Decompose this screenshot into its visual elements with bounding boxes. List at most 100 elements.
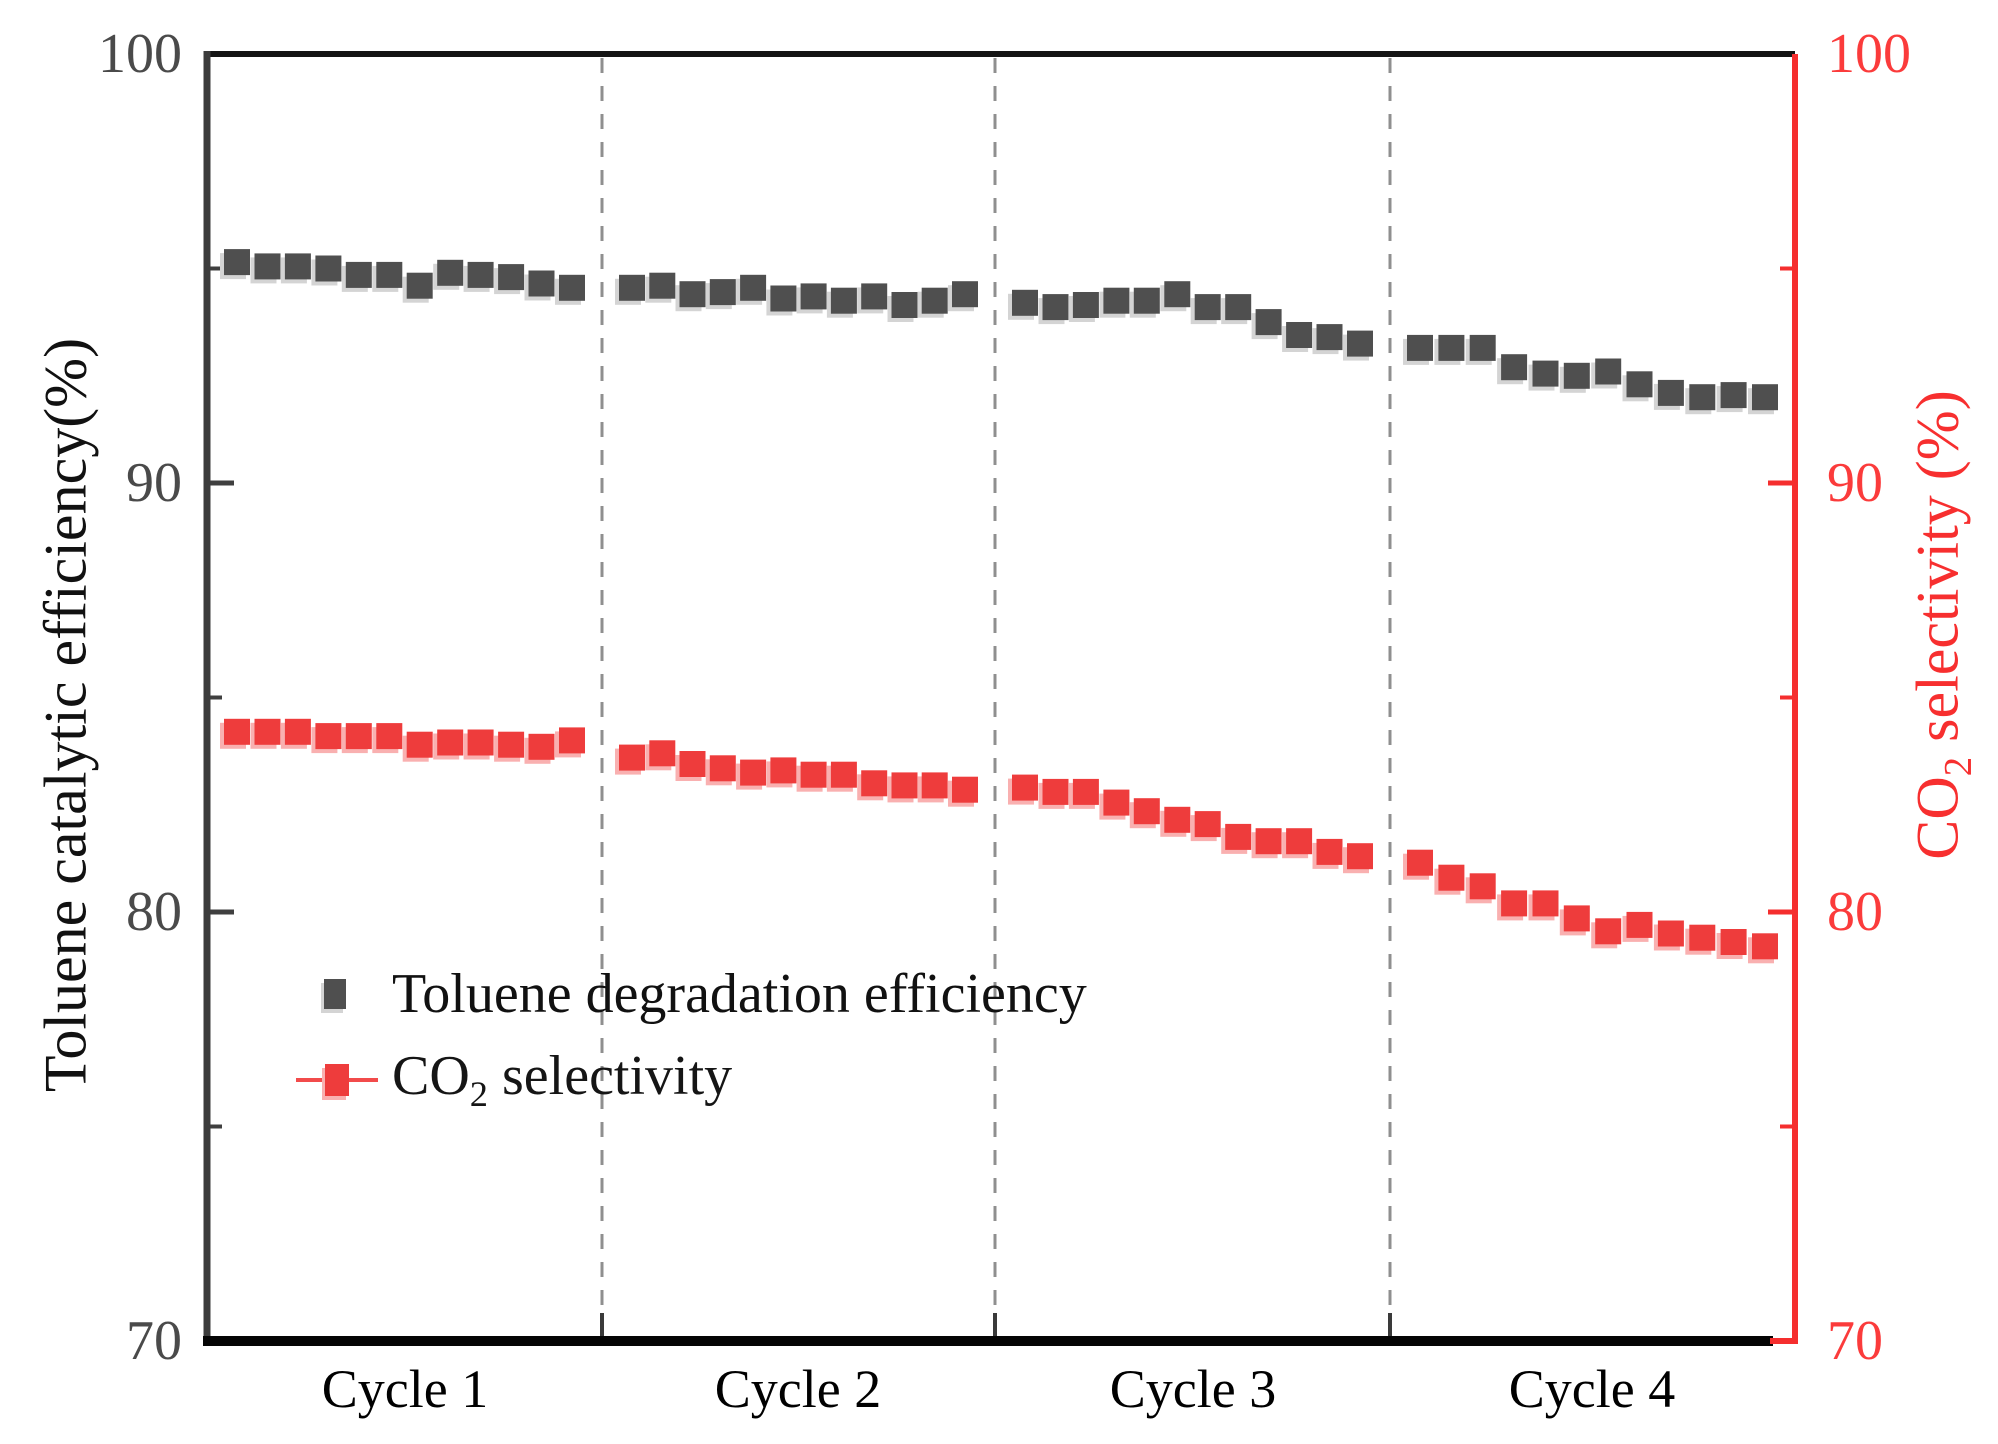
co2-point xyxy=(1072,778,1099,805)
toluene-point xyxy=(740,274,767,301)
toluene-point xyxy=(1133,287,1160,314)
co2-point xyxy=(1255,828,1282,855)
legend: Toluene degradation efficiency CO2 selec… xyxy=(296,958,1087,1116)
co2-point xyxy=(800,761,827,788)
co2-point xyxy=(467,729,494,756)
co2-point xyxy=(1407,849,1433,876)
x-label-cycle-3: Cycle 3 xyxy=(1109,1359,1277,1419)
toluene-point xyxy=(1164,281,1191,308)
co2-point xyxy=(1563,905,1590,932)
toluene-point xyxy=(1752,384,1778,411)
co2-point xyxy=(740,759,767,786)
co2-point xyxy=(1469,873,1496,900)
co2-point xyxy=(952,776,978,803)
co2-point xyxy=(559,727,585,754)
toluene-point xyxy=(770,285,797,312)
co2-point xyxy=(770,757,797,784)
toluene-point xyxy=(254,253,281,280)
toluene-point xyxy=(1347,330,1373,357)
co2-point xyxy=(1626,911,1653,938)
toluene-point xyxy=(1563,362,1590,389)
toluene-point xyxy=(709,279,736,306)
toluene-point xyxy=(1316,324,1343,351)
toluene-point xyxy=(1595,358,1622,385)
co2-point xyxy=(1689,924,1716,951)
co2-point xyxy=(1501,890,1528,917)
toluene-point xyxy=(467,261,494,288)
left-axis-title: Toluene catalytic efficiency(%) xyxy=(32,337,99,1093)
toluene-point xyxy=(224,249,250,276)
toluene-point xyxy=(1194,294,1221,321)
co2-point xyxy=(406,731,433,758)
co2-point xyxy=(1752,933,1778,960)
right-tick-label-90: 90 xyxy=(1827,452,1883,514)
co2-point xyxy=(1225,823,1252,850)
right-tick-label-80: 80 xyxy=(1827,881,1883,943)
toluene-point xyxy=(437,259,464,286)
co2-point xyxy=(1194,811,1221,838)
co2-point xyxy=(224,718,250,745)
toluene-point xyxy=(891,292,918,318)
toluene-point xyxy=(315,255,342,282)
co2-point xyxy=(1595,918,1622,945)
co2-point xyxy=(284,718,311,745)
co2-point xyxy=(1347,843,1373,870)
toluene-point xyxy=(1626,371,1653,398)
co2-point xyxy=(254,718,281,745)
co2-point xyxy=(498,731,525,758)
toluene-point xyxy=(952,281,978,308)
co2-point xyxy=(528,733,555,760)
toluene-point xyxy=(1501,354,1528,381)
co2-point xyxy=(1042,778,1069,805)
right-tick-label-70: 70 xyxy=(1827,1310,1883,1372)
legend-label-toluene: Toluene degradation efficiency xyxy=(392,963,1087,1025)
co2-point xyxy=(619,744,645,771)
legend-label-co2: CO2 selectivity xyxy=(392,1045,733,1115)
right-axis-title-prefix: CO xyxy=(1904,776,1971,860)
co2-point xyxy=(861,770,888,797)
co2-point xyxy=(649,740,676,767)
toluene-point xyxy=(1720,382,1747,409)
legend-item-co2: CO2 selectivity xyxy=(296,1044,1087,1116)
toluene-point xyxy=(800,283,827,310)
toluene-point xyxy=(345,261,372,288)
right-axis-title-subscript: 2 xyxy=(1936,756,1980,777)
toluene-point xyxy=(1225,294,1252,321)
toluene-point xyxy=(1042,294,1069,321)
right-tick-label-100: 100 xyxy=(1827,23,1911,85)
toluene-point xyxy=(649,272,676,299)
x-label-cycle-2: Cycle 2 xyxy=(714,1359,882,1419)
toluene-point xyxy=(1072,292,1099,318)
co2-point xyxy=(1657,920,1684,947)
right-axis-title: CO2 selectivity (%) xyxy=(1904,390,1981,859)
left-tick-label-80: 80 xyxy=(126,881,182,943)
left-tick-label-100: 100 xyxy=(98,23,182,85)
toluene-point xyxy=(619,274,645,301)
toluene-point xyxy=(679,281,706,308)
co2-point xyxy=(315,723,342,750)
toluene-point xyxy=(1657,379,1684,406)
toluene-point xyxy=(830,287,857,314)
co2-point xyxy=(1164,806,1191,833)
toluene-point xyxy=(1689,384,1716,411)
toluene-point xyxy=(1255,309,1282,336)
right-axis-title-rest: selectivity (%) xyxy=(1904,390,1971,757)
co2-point xyxy=(437,729,464,756)
toluene-point xyxy=(1438,334,1465,361)
toluene-point xyxy=(1532,360,1559,387)
toluene-point xyxy=(284,253,311,280)
toluene-point xyxy=(861,283,888,310)
co2-point xyxy=(891,772,918,799)
toluene-point xyxy=(1469,334,1496,361)
co2-point xyxy=(1532,890,1559,917)
x-label-cycle-4: Cycle 4 xyxy=(1508,1359,1676,1419)
co2-point xyxy=(921,772,948,799)
toluene-point xyxy=(1407,334,1433,361)
co2-point xyxy=(830,761,857,788)
co2-point xyxy=(345,723,372,750)
legend-item-toluene: Toluene degradation efficiency xyxy=(296,958,1087,1030)
co2-point xyxy=(1103,789,1130,816)
toluene-point xyxy=(1103,287,1130,314)
co2-point xyxy=(376,723,403,750)
